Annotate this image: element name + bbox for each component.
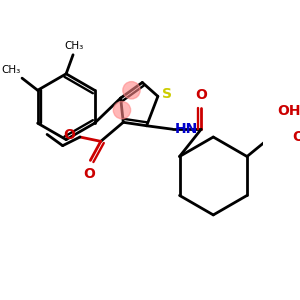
Circle shape <box>113 101 130 119</box>
Text: CH₃: CH₃ <box>64 41 83 51</box>
Text: OH: OH <box>277 104 300 118</box>
Circle shape <box>123 82 140 99</box>
Text: HN: HN <box>175 122 198 136</box>
Text: O: O <box>292 130 300 144</box>
Text: CH₃: CH₃ <box>1 65 20 75</box>
Text: O: O <box>84 167 95 181</box>
Text: O: O <box>63 128 75 142</box>
Text: O: O <box>195 88 207 101</box>
Text: S: S <box>161 87 172 101</box>
